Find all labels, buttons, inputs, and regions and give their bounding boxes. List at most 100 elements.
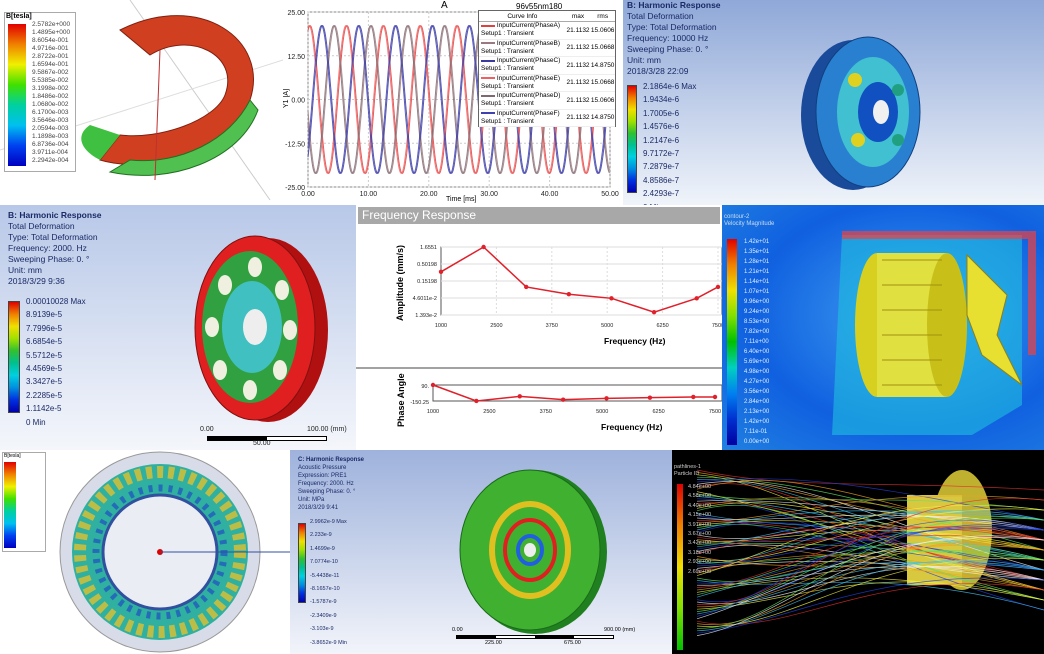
series-line-2 bbox=[307, 25, 610, 174]
phase-point bbox=[560, 397, 566, 402]
legend-value: 1.42e+01 bbox=[744, 239, 770, 245]
x-tick-label: 6250 bbox=[656, 323, 668, 329]
legend-values: 2.9962e-9 Max 2.233e-9 1.4699e-9 7.0774e-10… bbox=[310, 516, 347, 650]
pathline bbox=[696, 561, 1044, 598]
pathline bbox=[696, 500, 1044, 531]
pathline bbox=[696, 554, 1044, 591]
amplitude-line bbox=[440, 246, 719, 313]
legend-color-bar bbox=[677, 484, 683, 650]
legend-row: InputCurrent(PhaseE) Setup1 : Transient 21… bbox=[479, 75, 615, 92]
x-tick-label: 40.00 bbox=[541, 191, 559, 198]
legend-color-bar bbox=[4, 462, 16, 548]
y-tick-label: -150.25 bbox=[410, 400, 429, 406]
chart-title: A bbox=[441, 0, 448, 11]
legend-value: 2.8722e-001 bbox=[32, 53, 69, 60]
legend-swatch bbox=[481, 24, 495, 27]
phase-point bbox=[474, 398, 479, 404]
series-rms: 15.0668 bbox=[590, 44, 615, 52]
legend-swatch bbox=[481, 59, 495, 62]
legend-value: 4.58e+00 bbox=[688, 493, 712, 500]
legend-value: 4.40e+00 bbox=[688, 502, 712, 509]
pathline bbox=[696, 469, 1044, 491]
legend-value: 0 Min bbox=[643, 201, 696, 205]
curve-info-legend: Curve Info max rms InputCurrent(PhaseA) S… bbox=[478, 10, 616, 127]
legend-value: 1.4895e+000 bbox=[32, 29, 71, 36]
legend-value: 1.07e+01 bbox=[744, 289, 770, 295]
legend-value: 5.5385e-002 bbox=[32, 77, 69, 84]
pathline bbox=[696, 537, 1044, 620]
y-tick-label: 1.6551 bbox=[420, 245, 437, 251]
scale-q3: 675.00 bbox=[564, 640, 581, 646]
amplitude-point bbox=[438, 269, 444, 274]
legend-value: 4.4569e-5 bbox=[26, 363, 63, 373]
unit: Unit: MPa bbox=[298, 497, 325, 503]
legend-swatch bbox=[481, 42, 495, 45]
panel-velocity-contour: contour-2 Velocity Magnitude 1.42e+01 1.3… bbox=[722, 205, 1044, 450]
pathline bbox=[696, 535, 1044, 636]
legend-value: 5.69e+00 bbox=[744, 359, 770, 365]
wheel-render bbox=[194, 235, 328, 422]
series-rms: 14.8750 bbox=[590, 61, 615, 69]
legend-value: 8.6054e-001 bbox=[32, 37, 69, 44]
legend-value: 3.1998e-002 bbox=[32, 85, 69, 92]
legend-value: -5.4438e-11 bbox=[310, 572, 340, 579]
legend-value: 2.0594e-003 bbox=[32, 125, 69, 132]
legend-value: 7.11e-01 bbox=[744, 429, 768, 435]
analysis-title: B: Harmonic Response bbox=[8, 210, 102, 220]
panel-frequency-response: Frequency Response 1.6551 0.50198 0.15198 4… bbox=[356, 205, 722, 450]
legend-value: 7.11e+00 bbox=[744, 339, 769, 345]
legend-value: 6.8736e-004 bbox=[32, 141, 69, 148]
x-tick-label: 5000 bbox=[601, 323, 613, 329]
phase-point bbox=[604, 396, 609, 401]
legend-value: 3.67e+00 bbox=[688, 531, 712, 538]
legend-value: 9.7172e-7 bbox=[643, 148, 680, 158]
legend-value: 4.8586e-7 bbox=[643, 175, 680, 185]
legend-value: 7.82e+00 bbox=[744, 329, 770, 335]
legend-row: InputCurrent(PhaseA) Setup1 : Transient 21… bbox=[479, 22, 615, 40]
legend-value: 3.18e+00 bbox=[688, 549, 712, 556]
legend-value: 1.8486e-002 bbox=[32, 93, 69, 100]
series-rms: 15.0668 bbox=[590, 79, 615, 87]
series-rms: 15.0606 bbox=[590, 26, 615, 34]
pathline bbox=[696, 510, 1044, 564]
legend-value: 2.84e+00 bbox=[744, 399, 770, 405]
series-rms: 15.0606 bbox=[590, 96, 615, 104]
legend-value: 5.5712e-5 bbox=[26, 350, 63, 360]
legend-value: 7.2879e-7 bbox=[643, 162, 680, 172]
x-tick-label: 2500 bbox=[490, 323, 502, 329]
legend-value: 6.6854e-5 bbox=[26, 337, 63, 347]
legend-value: 3.91e+00 bbox=[688, 521, 712, 528]
legend-swatch bbox=[481, 77, 495, 80]
y-tick-label: -25.00 bbox=[285, 185, 305, 192]
legend-value: 1.21e+01 bbox=[744, 269, 770, 275]
y-tick-label: 0.15198 bbox=[417, 279, 437, 285]
legend-values: 1.42e+01 1.35e+01 1.28e+01 1.21e+01 1.14e+01… bbox=[744, 237, 769, 447]
legend-value: 7.0774e-10 bbox=[310, 559, 338, 566]
pathline bbox=[696, 542, 1044, 596]
series-max: 21.1132 bbox=[566, 96, 590, 104]
amplitude-point bbox=[715, 284, 721, 290]
x-tick-label: 1000 bbox=[427, 409, 439, 415]
x-tick-label: 2500 bbox=[483, 409, 495, 415]
legend-subtitle: Velocity Magnitude bbox=[724, 221, 775, 227]
legend-color-bar bbox=[298, 523, 306, 603]
expression: Expression: PRE1 bbox=[298, 473, 347, 479]
x-tick-label: 50.00 bbox=[601, 191, 619, 198]
series-source: Setup1 : Transient bbox=[481, 65, 534, 73]
y-tick-label: 0.50198 bbox=[417, 262, 437, 268]
scale-bar bbox=[207, 436, 327, 441]
legend-value: 2.2285e-5 bbox=[26, 390, 63, 400]
legend-value: -3.103e-9 bbox=[310, 626, 334, 633]
legend-title: B[tesla] bbox=[6, 13, 32, 20]
series-max: 21.1132 bbox=[566, 44, 590, 52]
y-tick-label: 90. bbox=[421, 384, 429, 390]
legend-value: 0 Min bbox=[26, 417, 46, 427]
phase-point bbox=[691, 394, 696, 400]
panel-harmonic-10000hz: B: Harmonic Response Total Deformation T… bbox=[623, 0, 1044, 205]
legend-value: 1.28e+01 bbox=[744, 259, 770, 265]
phase-x-label: Frequency (Hz) bbox=[601, 422, 663, 432]
legend-color-bar bbox=[8, 24, 26, 166]
pathline bbox=[696, 519, 1044, 617]
pathline bbox=[696, 478, 1044, 521]
series-rms: 14.8750 bbox=[590, 114, 615, 122]
